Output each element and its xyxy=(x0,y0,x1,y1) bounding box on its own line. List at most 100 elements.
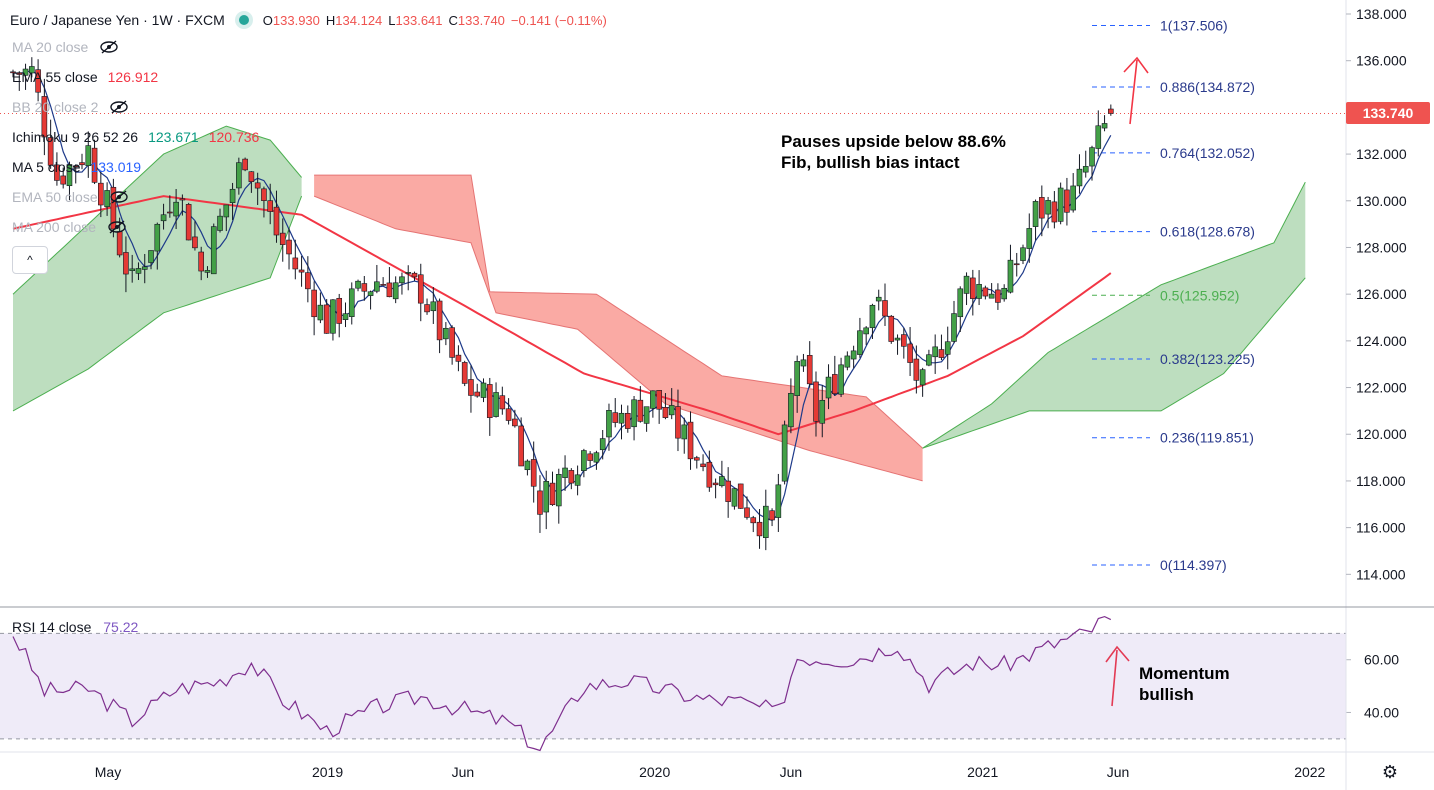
price-tick-label: 124.000 xyxy=(1356,333,1407,349)
candle-down xyxy=(185,204,192,241)
candle-down xyxy=(982,287,989,297)
price-tick-label: 120.000 xyxy=(1356,426,1407,442)
candle-up xyxy=(869,304,876,329)
fib-label: 0.236(119.851) xyxy=(1160,430,1254,446)
legend-row[interactable]: BB 20 close 2 xyxy=(12,99,130,115)
candle-down xyxy=(624,412,631,429)
candle-down xyxy=(436,300,443,341)
candle-down xyxy=(499,395,506,410)
candle-down xyxy=(537,490,543,515)
annotation-main-line2: Fib, bullish bias intact xyxy=(781,153,960,172)
price-tick-label: 136.000 xyxy=(1356,53,1407,69)
candle-down xyxy=(750,517,757,524)
legend-row[interactable]: EMA 55 close 126.912 xyxy=(12,69,168,85)
candle-down xyxy=(261,188,267,201)
candle-down xyxy=(60,175,66,185)
candle-up xyxy=(443,327,449,340)
candle-down xyxy=(192,236,198,249)
candle-down xyxy=(882,300,888,317)
ohlc-value: 133.930 xyxy=(272,12,320,28)
legend-row[interactable]: MA 5 close 133.019 xyxy=(12,159,151,175)
candle-up xyxy=(1057,187,1064,222)
eye-crossed-icon[interactable] xyxy=(108,189,130,205)
legend-row[interactable]: MA 20 close xyxy=(12,39,120,55)
collapse-legend-button[interactable]: ^ xyxy=(12,246,48,274)
candle-up xyxy=(330,299,336,334)
candle-up xyxy=(650,390,656,409)
candle-up xyxy=(643,406,650,424)
eye-crossed-icon[interactable] xyxy=(108,99,130,115)
candle-up xyxy=(236,162,242,189)
annotation-main: Pauses upside below 88.6% Fib, bullish b… xyxy=(781,131,1006,173)
candle-up xyxy=(957,288,964,318)
candle-up xyxy=(631,399,637,428)
candle-down xyxy=(242,158,248,171)
ohlc-value: 134.124 xyxy=(335,12,383,28)
candle-down xyxy=(1064,189,1070,213)
candle-up xyxy=(173,201,179,217)
rsi-tick-label: 40.00 xyxy=(1364,704,1399,720)
kumo-green-1-span-b xyxy=(12,195,303,412)
candle-down xyxy=(461,362,468,384)
ohlc-key: H xyxy=(325,12,336,28)
up-arrow-rsi xyxy=(1105,645,1130,707)
candle-down xyxy=(549,482,556,506)
time-tick-label: Jun xyxy=(452,764,475,780)
candle-up xyxy=(1020,247,1026,261)
candle-up xyxy=(1026,228,1033,249)
chevron-up-icon: ^ xyxy=(27,253,33,267)
candle-up xyxy=(719,476,725,487)
time-tick-label: 2022 xyxy=(1294,764,1325,780)
legend-name: EMA 50 close xyxy=(12,189,98,205)
candle-up xyxy=(430,301,437,312)
candle-down xyxy=(167,211,173,214)
legend-row[interactable]: MA 200 close xyxy=(12,219,128,235)
legend-name: Ichimoku 9 26 52 26 xyxy=(12,129,139,145)
candle-up xyxy=(1001,287,1007,300)
rsi-tick-label: 60.00 xyxy=(1364,652,1399,668)
ohlc-value: −0.141 (−0.11%) xyxy=(510,12,607,28)
candle-up xyxy=(819,399,826,424)
candle-down xyxy=(417,274,424,304)
price-tick-label: 130.000 xyxy=(1356,193,1407,209)
eye-crossed-icon[interactable] xyxy=(98,39,120,55)
candle-down xyxy=(612,412,619,423)
candle-up xyxy=(926,354,932,366)
candle-up xyxy=(355,280,361,289)
candle-up xyxy=(844,355,851,368)
legend-row[interactable]: Ichimoku 9 26 52 26 123.671 120.736 xyxy=(12,129,269,145)
candle-up xyxy=(863,327,869,335)
candle-down xyxy=(656,390,662,410)
candle-up xyxy=(1070,185,1076,211)
candle-down xyxy=(769,510,775,521)
candle-down xyxy=(411,272,418,278)
candle-up xyxy=(342,313,349,320)
candle-down xyxy=(179,198,186,201)
candle-up xyxy=(800,359,807,367)
time-tick-label: Jun xyxy=(780,764,803,780)
candle-up xyxy=(135,268,142,274)
candle-down xyxy=(279,232,286,245)
rsi-line xyxy=(12,615,1112,752)
gear-icon[interactable]: ⚙ xyxy=(1381,762,1399,782)
fib-label: 0.5(125.952) xyxy=(1160,287,1239,303)
legend-row[interactable]: EMA 50 close xyxy=(12,189,130,205)
candle-down xyxy=(110,186,117,230)
candle-down xyxy=(16,72,23,75)
candle-up xyxy=(781,424,788,482)
fib-label: 1(137.506) xyxy=(1160,18,1228,34)
candle-up xyxy=(944,341,951,355)
candle-down xyxy=(587,453,593,461)
candle-down xyxy=(474,391,481,397)
eye-crossed-icon[interactable] xyxy=(106,219,128,235)
candle-up xyxy=(1032,201,1039,227)
time-tick-label: 2019 xyxy=(312,764,343,780)
symbol-title[interactable]: Euro / Japanese Yen · 1W · FXCM xyxy=(10,12,225,28)
candle-up xyxy=(875,296,882,302)
candle-down xyxy=(298,269,305,273)
candle-down xyxy=(512,418,518,427)
candle-down xyxy=(323,304,330,334)
